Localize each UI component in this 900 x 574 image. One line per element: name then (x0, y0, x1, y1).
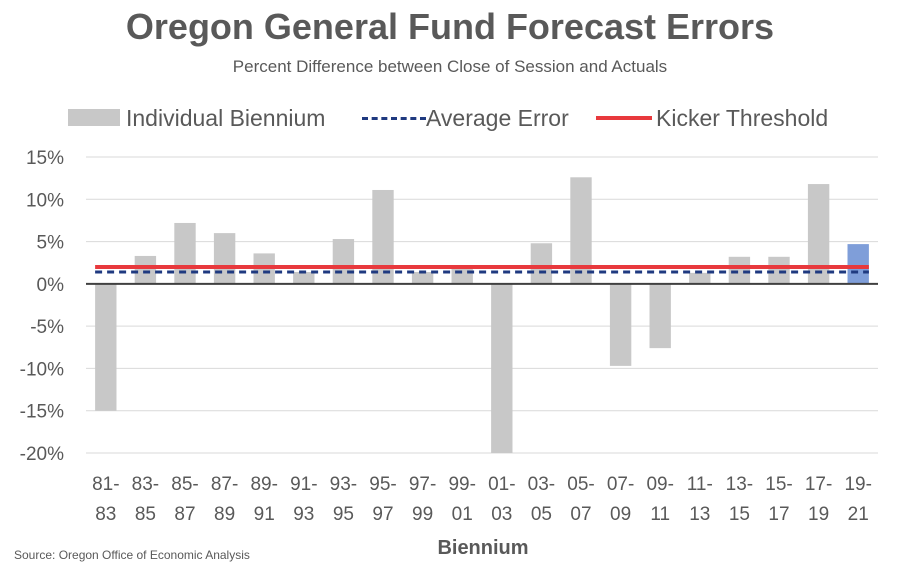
x-tick-label-bottom: 13 (689, 504, 710, 525)
legend-label: Kicker Threshold (656, 105, 829, 131)
bar-17-19 (807, 184, 830, 284)
x-tick-label-top: 19- (844, 474, 871, 495)
x-tick-label-bottom: 91 (254, 504, 275, 525)
bar-13-15 (728, 256, 751, 284)
bar-85-87 (174, 222, 196, 284)
bar-11-13 (689, 272, 711, 284)
x-tick-label-top: 15- (765, 474, 792, 495)
bar-01-03 (491, 283, 513, 453)
x-tick-label-bottom: 93 (293, 504, 314, 525)
x-axis-title: Biennium (437, 537, 529, 559)
x-tick-label-top: 01- (488, 474, 515, 495)
x-tick-label-bottom: 19 (808, 504, 829, 525)
legend-label: Individual Biennium (126, 105, 326, 131)
chart-title: Oregon General Fund Forecast Errors (125, 6, 775, 47)
y-tick-label: 15% (26, 148, 64, 169)
bar-95-97 (372, 189, 394, 284)
x-tick-label-bottom: 85 (135, 504, 156, 525)
x-tick-label-top: 93- (330, 474, 357, 495)
x-tick-label-top: 95- (369, 474, 396, 495)
y-tick-label: 0% (37, 275, 65, 296)
x-tick-label-top: 13- (726, 474, 753, 495)
bar-09-11 (649, 283, 671, 349)
x-tick-label-top: 99- (448, 474, 475, 495)
x-tick-label-bottom: 03 (491, 504, 512, 525)
x-tick-label-top: 17- (805, 474, 832, 495)
x-tick-label-top: 83- (132, 474, 159, 495)
legend-swatch-bar (68, 109, 120, 126)
x-tick-label-bottom: 99 (412, 504, 433, 525)
x-tick-label-top: 09- (646, 474, 673, 495)
x-tick-label-top: 85- (171, 474, 198, 495)
chart-subtitle: Percent Difference between Close of Sess… (232, 57, 668, 76)
x-tick-label-top: 91- (290, 474, 317, 495)
x-tick-label-top: 07- (607, 474, 634, 495)
bar-97-99 (411, 272, 434, 284)
bar-99-01 (451, 267, 473, 284)
x-tick-label-bottom: 11 (650, 504, 670, 525)
bar-07-09 (609, 283, 632, 366)
bar-05-07 (570, 177, 592, 284)
x-tick-label-bottom: 07 (570, 504, 591, 525)
x-tick-label-bottom: 87 (174, 504, 195, 525)
x-tick-label-bottom: 89 (214, 504, 235, 525)
y-tick-label: -10% (20, 359, 64, 380)
legend-swatch-solid-line (596, 116, 652, 120)
source-note: Source: Oregon Office of Economic Analys… (14, 548, 250, 562)
x-tick-label-top: 03- (528, 474, 555, 495)
bar-83-85 (134, 255, 157, 284)
x-tick-label-bottom: 05 (531, 504, 552, 525)
x-tick-label-top: 89- (250, 474, 277, 495)
legend-label: Average Error (426, 105, 569, 131)
bar-03-05 (530, 243, 553, 284)
x-tick-label-top: 11- (687, 474, 713, 495)
y-tick-label: -20% (20, 444, 64, 465)
x-tick-label-bottom: 97 (372, 504, 393, 525)
y-tick-label: 5% (37, 233, 65, 254)
x-tick-label-bottom: 95 (333, 504, 354, 525)
y-tick-label: -5% (30, 317, 64, 338)
legend-swatch-dashed-line (362, 117, 426, 120)
legend: Individual Biennium Average Error Kicker… (0, 103, 900, 133)
x-tick-label-top: 05- (567, 474, 594, 495)
x-tick-label-top: 87- (211, 474, 238, 495)
x-tick-label-top: 81- (92, 474, 119, 495)
bar-15-17 (768, 256, 790, 284)
x-tick-label-bottom: 01 (452, 504, 473, 525)
bar-81-83 (95, 283, 117, 411)
x-tick-label-bottom: 09 (610, 504, 631, 525)
bar-19-21 (847, 244, 869, 284)
x-tick-label-bottom: 21 (848, 504, 869, 525)
y-tick-label: -15% (20, 402, 64, 423)
bar-91-93 (293, 272, 315, 284)
bar-93-95 (332, 239, 355, 284)
x-tick-label-bottom: 83 (95, 504, 116, 525)
bar-87-89 (213, 233, 236, 284)
x-tick-label-top: 97- (409, 474, 436, 495)
y-tick-label: 10% (26, 190, 64, 211)
x-tick-label-bottom: 15 (729, 504, 750, 525)
x-tick-label-bottom: 17 (768, 504, 789, 525)
